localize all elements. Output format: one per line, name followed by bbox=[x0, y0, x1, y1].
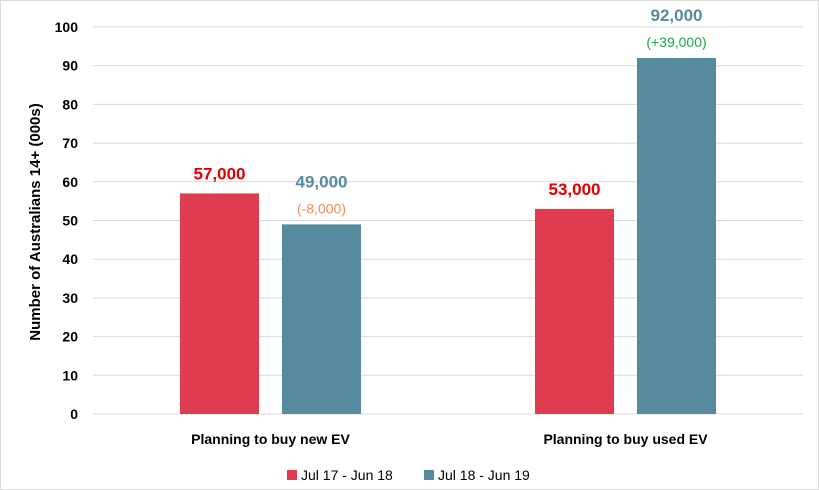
y-tick-label: 80 bbox=[62, 96, 78, 112]
y-tick-label: 0 bbox=[70, 406, 78, 422]
y-tick-label: 90 bbox=[62, 58, 78, 74]
bar bbox=[535, 208, 614, 414]
y-tick-label: 30 bbox=[62, 290, 78, 306]
y-tick-label: 70 bbox=[62, 135, 78, 151]
y-tick-label: 10 bbox=[62, 367, 78, 383]
data-label: 53,000 bbox=[549, 180, 601, 199]
y-tick-label: 100 bbox=[55, 19, 79, 35]
data-labels: 57,000 49,000 (-8,000) 53,000 92,000 (+39,000… bbox=[194, 6, 707, 216]
bar bbox=[282, 224, 361, 414]
legend: Jul 17 - Jun 18 Jul 18 - Jun 19 bbox=[287, 467, 530, 483]
data-label: 49,000 bbox=[296, 172, 348, 191]
x-axis-ticks: Planning to buy new EV Planning to buy us… bbox=[191, 431, 708, 447]
y-tick-label: 50 bbox=[62, 213, 78, 229]
legend-swatch bbox=[287, 470, 297, 480]
bar bbox=[637, 57, 716, 415]
legend-label: Jul 17 - Jun 18 bbox=[301, 467, 393, 483]
y-tick-label: 40 bbox=[62, 251, 78, 267]
y-axis-ticks: 0 10 20 30 40 50 60 70 80 90 100 bbox=[55, 19, 79, 422]
data-label: 92,000 bbox=[651, 6, 703, 25]
bar bbox=[180, 193, 259, 414]
y-tick-label: 20 bbox=[62, 329, 78, 345]
legend-label: Jul 18 - Jun 19 bbox=[438, 467, 530, 483]
y-axis-label: Number of Australians 14+ (000s) bbox=[27, 103, 44, 340]
data-label: 57,000 bbox=[194, 164, 246, 183]
change-label: (-8,000) bbox=[297, 200, 346, 216]
legend-swatch bbox=[424, 470, 434, 480]
bars bbox=[180, 57, 716, 415]
y-tick-label: 60 bbox=[62, 174, 78, 190]
x-tick-label: Planning to buy new EV bbox=[191, 431, 350, 447]
x-tick-label: Planning to buy used EV bbox=[543, 431, 708, 447]
change-label: (+39,000) bbox=[646, 34, 706, 50]
